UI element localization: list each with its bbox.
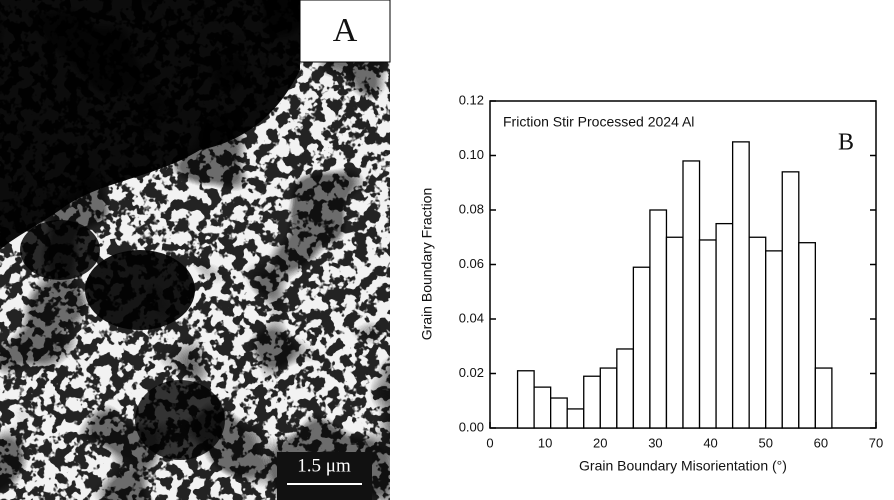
x-axis-label: Grain Boundary Misorientation (°) (579, 458, 787, 474)
bar (599, 367, 618, 429)
bar (765, 250, 783, 429)
x-tick-label: 20 (593, 435, 607, 450)
bar (616, 348, 635, 429)
y-tick-label: 0.12 (459, 92, 484, 107)
micrograph (0, 0, 390, 500)
bar (682, 160, 701, 429)
scale-bar-label: 1.5 μm (297, 455, 351, 476)
scale-bar-box (277, 452, 372, 500)
bar (781, 171, 800, 429)
bar (632, 266, 651, 429)
texture (0, 0, 390, 500)
x-tick-label: 70 (869, 435, 883, 450)
x-tick-label: 60 (814, 435, 828, 450)
bar (731, 141, 750, 429)
bar (583, 375, 601, 429)
chart-title: Friction Stir Processed 2024 Al (503, 114, 694, 130)
bar (550, 397, 568, 429)
panel-label: B (838, 130, 854, 156)
y-tick-label: 0.08 (459, 201, 484, 216)
bar (516, 370, 535, 429)
y-tick-label: 0.02 (459, 365, 484, 380)
bar (698, 239, 717, 429)
x-tick-label: 10 (538, 435, 552, 450)
bar (533, 386, 552, 429)
y-tick-label: 0.04 (459, 310, 484, 325)
x-tick-label: 50 (758, 435, 772, 450)
y-tick-label: 0.00 (459, 419, 484, 434)
x-tick-label: 0 (486, 435, 493, 450)
bar (798, 242, 816, 429)
bar (748, 236, 767, 429)
x-tick-label: 40 (703, 435, 717, 450)
bar (715, 222, 734, 429)
x-tick-label: 30 (648, 435, 662, 450)
bar (814, 367, 833, 429)
bar (649, 209, 668, 429)
y-axis-label: Grain Boundary Fraction (419, 188, 435, 341)
bar (665, 236, 684, 429)
panel-label-box (299, 0, 391, 63)
y-tick-label: 0.06 (459, 256, 484, 271)
bar (566, 408, 585, 429)
panel-label: A (333, 12, 358, 49)
y-tick-label: 0.10 (459, 147, 484, 162)
